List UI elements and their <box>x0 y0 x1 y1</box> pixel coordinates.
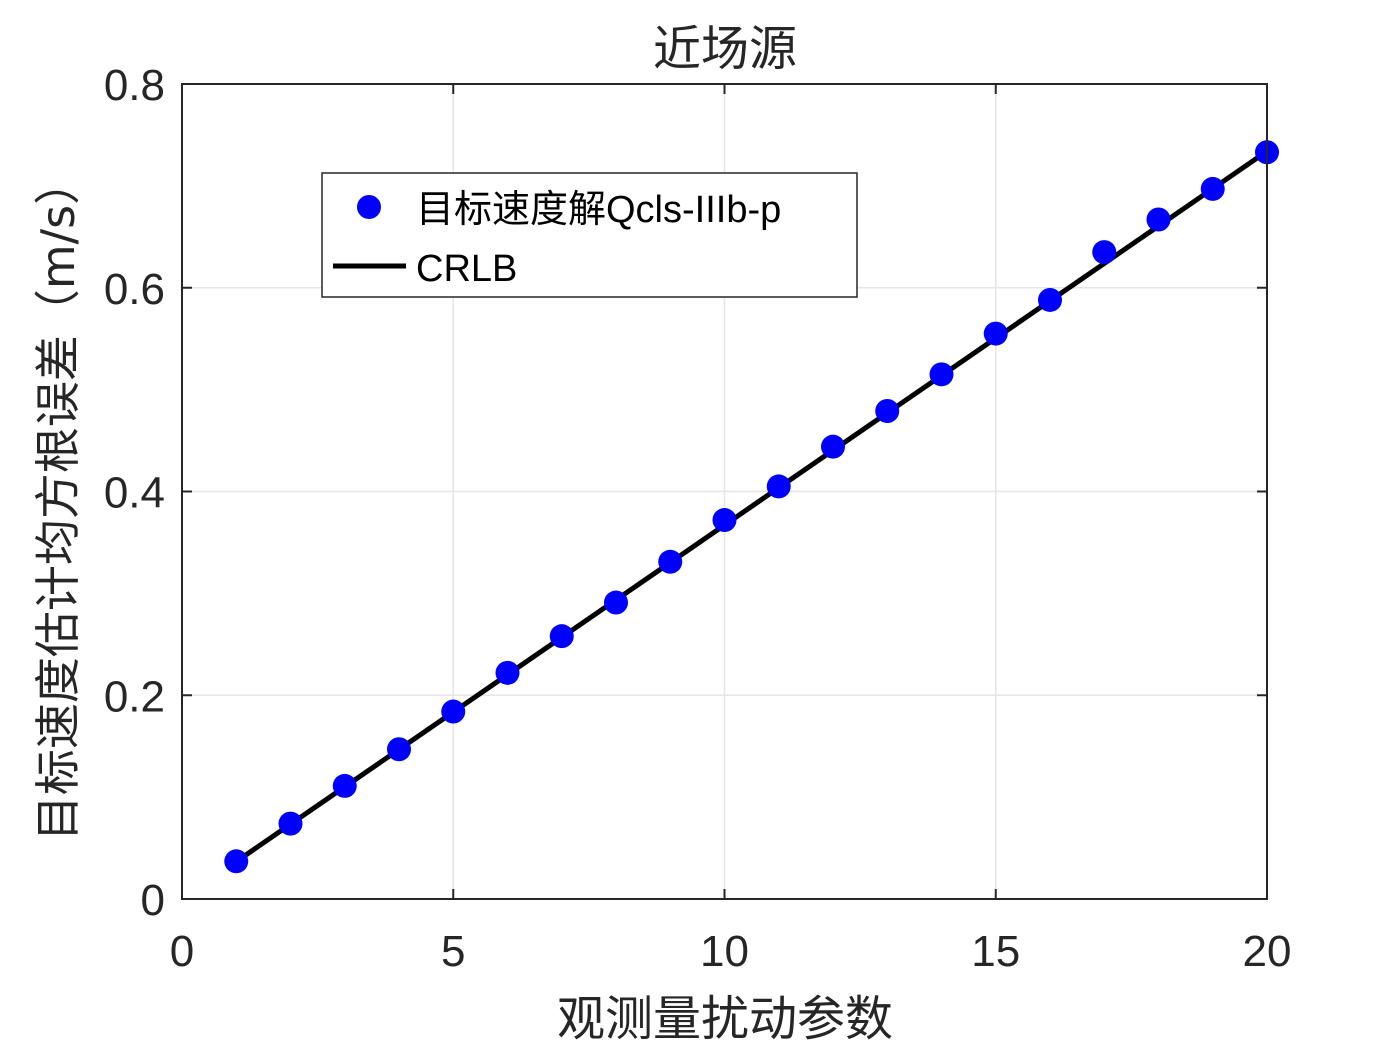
data-point-qcls <box>1146 207 1171 232</box>
data-point-qcls <box>441 699 466 724</box>
tick-layer: 0 5 10 15 20 0 0.2 0.4 0.6 0.8 <box>104 61 1292 976</box>
data-point-qcls <box>549 624 574 649</box>
marker-layer <box>224 140 1279 874</box>
data-point-qcls <box>983 321 1008 346</box>
data-point-qcls <box>1038 287 1062 312</box>
legend-label-crlb: CRLB <box>416 248 517 290</box>
y-tick-label: 0.6 <box>104 265 165 314</box>
data-point-qcls <box>495 660 520 685</box>
data-point-qcls <box>278 811 303 836</box>
legend-marker-qcls <box>357 195 381 219</box>
data-point-qcls <box>1092 240 1117 265</box>
y-tick-label: 0 <box>141 876 165 925</box>
x-axis-label: 观测量扰动参数 <box>557 991 893 1047</box>
y-axis-label: 目标速度估计均方根误差（m/s） <box>31 159 85 841</box>
x-tick-label: 20 <box>1243 927 1292 976</box>
data-point-qcls <box>712 508 737 533</box>
chart-title: 近场源 <box>653 21 797 77</box>
y-tick-label: 0.4 <box>104 469 165 518</box>
legend-box <box>321 172 858 298</box>
x-tick-label: 10 <box>700 927 749 976</box>
x-tick-label: 5 <box>441 927 465 976</box>
data-point-qcls <box>224 849 249 874</box>
x-tick-label: 15 <box>971 927 1020 976</box>
data-point-qcls <box>929 362 954 387</box>
legend: 目标速度解Qcls-IIIb-p CRLB <box>321 172 858 298</box>
data-point-qcls <box>875 399 900 424</box>
data-point-qcls <box>1200 176 1225 201</box>
data-point-qcls <box>387 737 411 762</box>
data-point-qcls <box>821 434 845 459</box>
data-point-qcls <box>604 590 628 615</box>
data-point-qcls <box>332 773 357 798</box>
x-tick-label: 0 <box>170 927 194 976</box>
data-point-qcls <box>658 549 683 574</box>
y-tick-label: 0.8 <box>104 61 165 110</box>
legend-label-qcls: 目标速度解Qcls-IIIb-p <box>416 189 781 231</box>
y-tick-label: 0.2 <box>104 672 165 721</box>
data-point-qcls <box>766 474 791 499</box>
